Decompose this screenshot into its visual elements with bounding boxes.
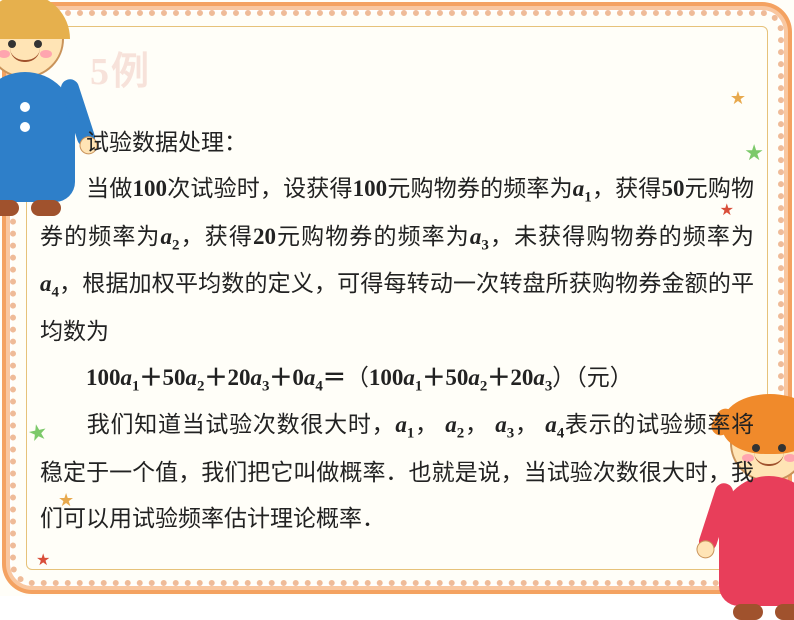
equation-line: 100a1＋50a2＋20a3＋0a4＝（100a1＋50a2＋20a3）（元） [40, 355, 754, 403]
text: 我们知道当试验次数很大时， [86, 412, 395, 437]
coef: 100 [86, 365, 121, 390]
text: 次试验时，设获得 [167, 176, 353, 201]
unit: （元） [575, 365, 633, 390]
text: 元购物券的频率为 [387, 176, 573, 201]
var-a: a [445, 412, 457, 437]
text: 当做 [86, 176, 133, 201]
sub-3: 3 [481, 237, 488, 253]
var-a: a [185, 365, 197, 390]
text: ，根据加权平均数的定义，可得每转动一次转盘所获购物券金额的平均数为 [40, 271, 754, 344]
op: ＋ [139, 365, 162, 390]
star-icon: ★ [36, 550, 50, 570]
var-a: a [121, 365, 133, 390]
var-a: a [468, 365, 480, 390]
op: ＋ [422, 365, 445, 390]
text: ，获得 [592, 176, 662, 201]
star-icon: ★ [730, 88, 746, 109]
var-a: a [250, 365, 262, 390]
var-a: a [395, 412, 407, 437]
text: ，获得 [180, 224, 253, 249]
sub: 4 [315, 378, 322, 394]
comma: ， [464, 412, 488, 437]
number: 20 [253, 224, 276, 249]
text: 试验数据处理： [86, 130, 247, 155]
slide-page: 5例 ★ ★ ★ ★ ★ [0, 0, 794, 596]
var-a: a [304, 365, 316, 390]
var-a: a [403, 365, 415, 390]
op: ＝ [323, 365, 346, 390]
comma: ， [414, 412, 438, 437]
var-a: a [495, 412, 507, 437]
sub-2: 2 [172, 237, 179, 253]
var-a: a [40, 271, 52, 296]
var-a: a [161, 224, 173, 249]
text-content: 试验数据处理： 当做100次试验时，设获得100元购物券的频率为a1，获得50元… [40, 120, 754, 542]
number: 100 [133, 176, 168, 201]
coef: 50 [162, 365, 185, 390]
text: ，未获得购物券的频率为 [489, 224, 754, 249]
var-a: a [545, 412, 557, 437]
comma: ， [514, 412, 538, 437]
paren: ） [552, 365, 575, 390]
op: ＋ [487, 365, 510, 390]
sub-4: 4 [52, 285, 59, 301]
sub-1: 1 [584, 190, 591, 206]
op: ＋ [269, 365, 292, 390]
var-a: a [573, 176, 585, 201]
coef: 100 [369, 365, 404, 390]
number: 100 [353, 176, 388, 201]
coef: 20 [510, 365, 533, 390]
coef: 20 [227, 365, 250, 390]
number: 50 [661, 176, 684, 201]
text: 元购物券的频率为 [276, 224, 470, 249]
coef: 50 [445, 365, 468, 390]
coef: 0 [292, 365, 304, 390]
paragraph-3: 我们知道当试验次数很大时，a1， a2， a3， a4表示的试验频率将稳定于一个… [40, 402, 754, 542]
paragraph-2: 当做100次试验时，设获得100元购物券的频率为a1，获得50元购物券的频率为a… [40, 166, 754, 355]
var-a: a [470, 224, 482, 249]
paragraph-1: 试验数据处理： [40, 120, 754, 166]
op: ＋ [204, 365, 227, 390]
var-a: a [533, 365, 545, 390]
watermark-text: 5例 [90, 40, 151, 95]
paren: （ [346, 365, 369, 390]
